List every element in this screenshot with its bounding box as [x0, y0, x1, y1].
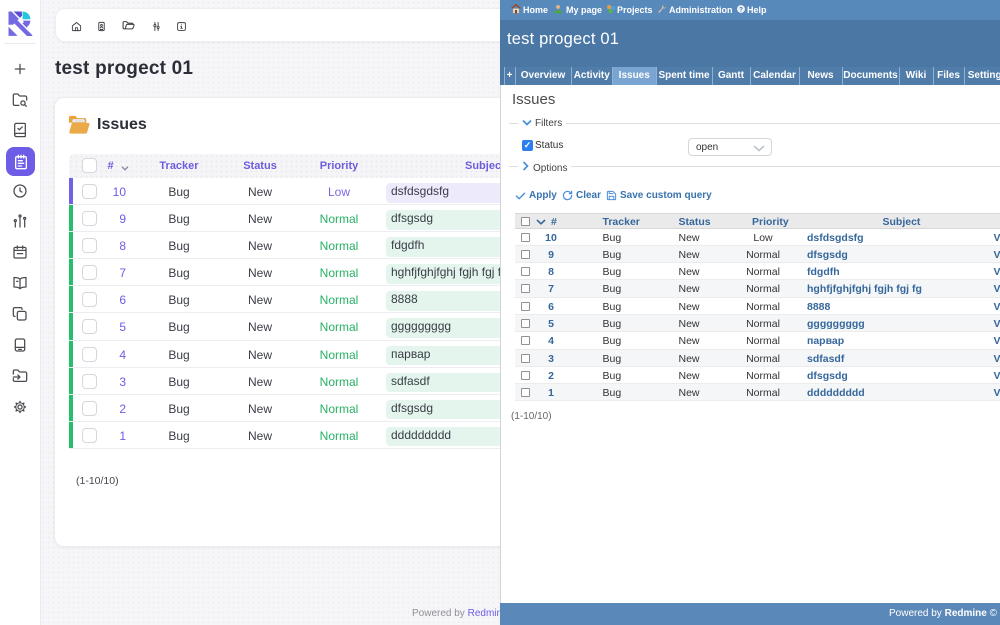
- svg-text:?: ?: [739, 6, 743, 13]
